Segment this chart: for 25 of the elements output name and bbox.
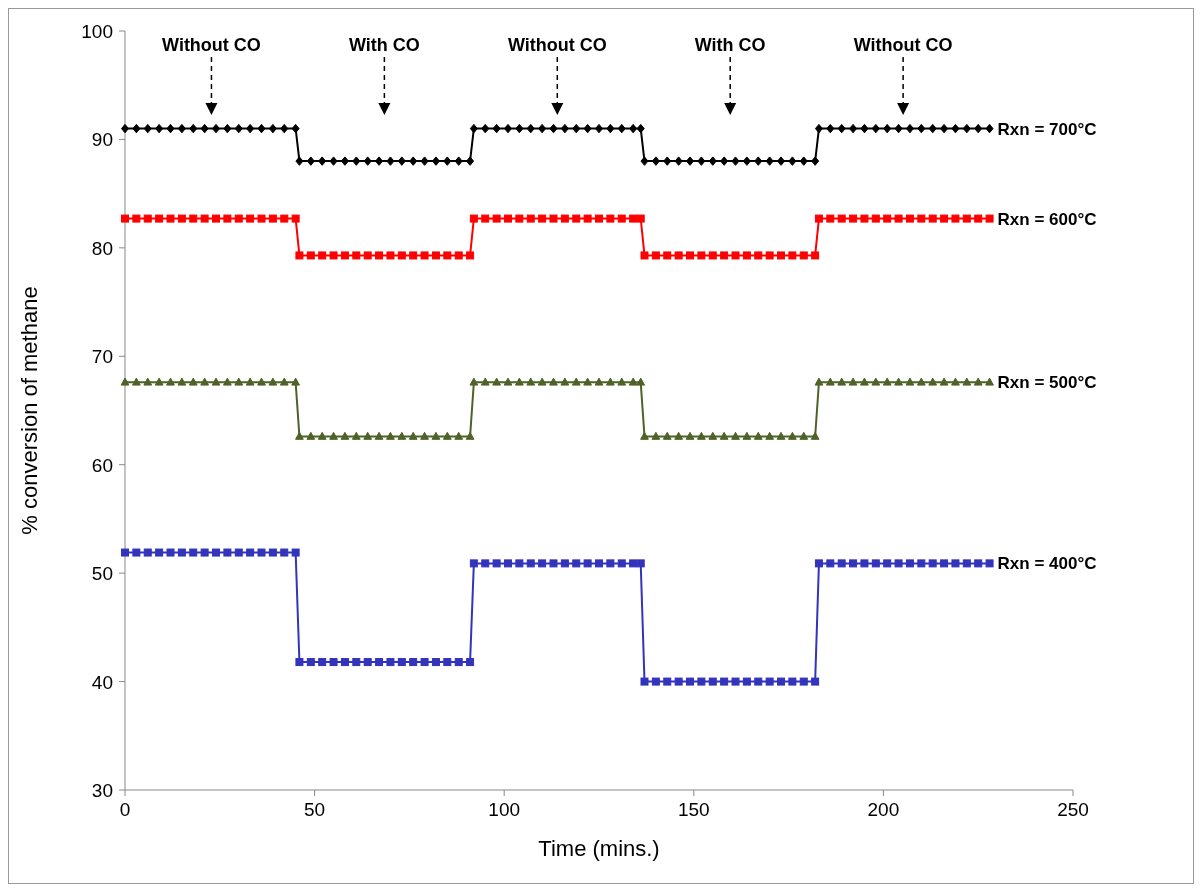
y-tick-label: 80 — [91, 237, 113, 259]
y-tick-label: 100 — [81, 21, 113, 42]
annotation: With CO — [694, 35, 766, 55]
annotation: Without CO — [507, 35, 607, 55]
series-label: Rxn = 700°C — [997, 119, 1097, 139]
annotation: Without CO — [162, 35, 261, 55]
x-tick-label: 0 — [119, 799, 131, 820]
annotation: Without CO — [853, 35, 953, 55]
series-label: Rxn = 600°C — [997, 209, 1097, 229]
annotation: With CO — [348, 35, 420, 55]
y-tick-label: 40 — [91, 671, 113, 693]
x-tick-label: 100 — [488, 799, 521, 820]
series-label: Rxn = 400°C — [997, 554, 1097, 574]
series-label: Rxn = 500°C — [997, 373, 1097, 393]
x-tick-label: 200 — [867, 799, 900, 820]
x-tick-label: 150 — [677, 799, 710, 820]
y-axis-title: % conversion of methane — [17, 286, 42, 535]
y-tick-label: 60 — [91, 454, 113, 476]
y-tick-label: 30 — [91, 780, 113, 801]
y-tick-label: 50 — [91, 563, 113, 585]
x-axis-title: Time (mins.) — [538, 836, 660, 861]
x-tick-label: 50 — [304, 799, 326, 820]
y-tick-label: 90 — [91, 129, 113, 151]
y-tick-label: 70 — [91, 346, 113, 368]
x-tick-label: 250 — [1057, 799, 1089, 820]
